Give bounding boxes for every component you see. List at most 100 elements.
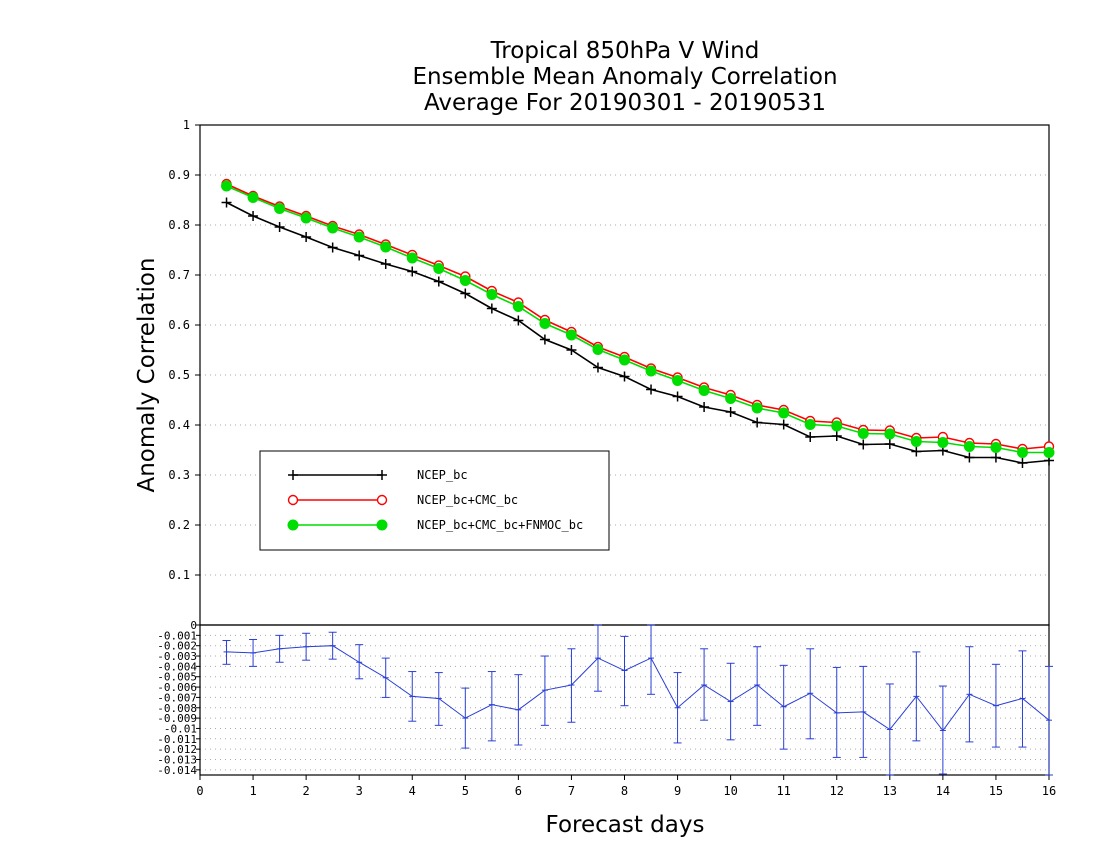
error-bar	[647, 624, 656, 695]
error-bar	[567, 648, 576, 723]
error-bar	[302, 632, 311, 661]
ncep-bc-line	[226, 201, 1050, 464]
ncep-bc-point	[407, 266, 418, 277]
chart-title: Tropical 850hPa V Wind Ensemble Mean Ano…	[412, 38, 837, 116]
error-bar	[408, 671, 417, 722]
ncep-cmc-fnmoc-series	[221, 180, 1055, 458]
legend: NCEP_bc NCEP_bc+CMC_bc NCEP_bc+CMC_bc+FNMO…	[259, 450, 610, 551]
ncep-bc-point	[301, 232, 312, 242]
sub-y-tick-label: -0.01	[164, 722, 197, 735]
ncep-cmc-fnmoc-point	[831, 420, 843, 432]
difference-line	[226, 645, 1050, 732]
error-bar	[593, 624, 602, 692]
ncep-bc-point	[699, 402, 710, 412]
ncep-cmc-fnmoc-point	[698, 385, 710, 396]
x-tick-label: 7	[568, 784, 575, 798]
error-bar	[832, 666, 841, 758]
ncep-cmc-fnmoc-point	[937, 437, 949, 448]
ncep-cmc-fnmoc-point	[512, 301, 524, 312]
ncep-cmc-fnmoc-point	[274, 203, 286, 214]
ncep-cmc-fnmoc-point	[725, 393, 737, 404]
error-bar	[328, 631, 337, 660]
ncep-bc-point	[964, 452, 975, 463]
error-bar	[673, 672, 682, 744]
error-bar	[620, 635, 629, 707]
ncep-bc-point	[884, 439, 895, 449]
ncep-cmc-fnmoc-point	[884, 428, 896, 440]
sub-y-tick-label: -0.008	[157, 702, 197, 715]
y-tick-label: 0.9	[168, 168, 190, 182]
legend-label: NCEP_bc+CMC_bc	[417, 493, 518, 507]
error-bar	[726, 662, 735, 741]
ncep-bc-point	[327, 242, 338, 253]
x-tick-label: 6	[515, 784, 522, 798]
x-tick-label: 16	[1042, 784, 1056, 798]
error-bar	[885, 683, 894, 776]
ncep-cmc-fnmoc-point	[539, 318, 551, 329]
ncep-cmc-fnmoc-point	[592, 344, 604, 355]
legend-item-ncep-cmc-fnmoc: NCEP_bc+CMC_bc+FNMOC_bc	[287, 518, 583, 532]
error-bar	[753, 646, 762, 726]
ncep-cmc-fnmoc-point	[406, 252, 418, 264]
error-bar	[461, 687, 470, 749]
ncep-bc-point	[380, 259, 391, 269]
x-axis: 0 1 2 3 4 5 6 7 8 9 10 11 12 13 14 15 16	[196, 775, 1056, 798]
ncep-cmc-fnmoc-point	[247, 192, 259, 203]
ncep-bc-point	[778, 419, 789, 430]
ncep-cmc-fnmoc-point	[778, 407, 790, 419]
ncep-cmc-fnmoc-point	[1043, 447, 1055, 458]
sub-y-tick-label: -0.002	[157, 640, 197, 653]
sub-y-tick-label: -0.004	[157, 660, 197, 673]
ncep-bc-point	[460, 288, 471, 299]
error-bar	[487, 671, 496, 742]
error-bar	[700, 648, 709, 721]
error-bar	[540, 655, 549, 726]
correlation-series	[221, 178, 1055, 468]
sub-y-tick-label: -0.014	[157, 764, 197, 777]
sub-y-tick-label: -0.007	[157, 691, 197, 704]
ncep-bc-point	[566, 345, 577, 355]
ncep-bc-point	[592, 362, 603, 373]
x-tick-label: 8	[621, 784, 628, 798]
ncep-bc-point	[805, 432, 816, 442]
ncep-bc-point	[433, 276, 444, 287]
chart-title-line-3: Average For 20190301 - 20190531	[424, 90, 826, 116]
y-tick-label: 0.1	[168, 568, 190, 582]
ncep-cmc-fnmoc-point	[486, 289, 498, 300]
error-bar	[1018, 650, 1027, 748]
ncep-bc-series	[221, 197, 1054, 468]
ncep-cmc-line	[226, 183, 1050, 450]
ncep-bc-point	[911, 446, 922, 457]
error-bar	[859, 665, 868, 758]
y-tick-label: 0.2	[168, 518, 190, 532]
ncep-cmc-fnmoc-point	[300, 212, 312, 224]
sub-y-tick-label: -0.005	[157, 671, 197, 684]
legend-ncep-cmc-fnmoc-point	[376, 519, 388, 531]
difference-series	[222, 624, 1053, 776]
difference-y-axis: 0-0.001-0.002-0.003-0.004-0.005-0.006-0.…	[157, 619, 200, 777]
y-tick-label: 0.7	[168, 268, 190, 282]
ncep-bc-point	[1017, 458, 1028, 468]
ncep-bc-point	[646, 384, 657, 395]
error-bar	[381, 657, 390, 698]
x-tick-label: 5	[462, 784, 469, 798]
error-bar	[912, 651, 921, 742]
x-tick-label: 10	[723, 784, 737, 798]
ncep-bc-point	[513, 315, 524, 326]
ncep-bc-point	[539, 334, 550, 345]
sub-y-tick-label: -0.006	[157, 681, 197, 694]
main-y-axis: 0.1 0.2 0.3 0.4 0.5 0.6 0.7 0.8 0.9 1	[168, 118, 200, 582]
error-bar	[434, 672, 443, 726]
sub-y-tick-label: 0	[190, 619, 197, 632]
x-tick-label: 2	[303, 784, 310, 798]
legend-ncep-cmc-point	[287, 494, 299, 506]
error-bar	[1045, 665, 1053, 776]
chart-title-line-1: Tropical 850hPa V Wind	[490, 38, 760, 64]
ncep-cmc-fnmoc-point	[751, 402, 763, 414]
ncep-cmc-fnmoc-point	[459, 275, 471, 286]
ncep-cmc-fnmoc-point	[910, 436, 922, 447]
error-bar	[355, 644, 364, 680]
ncep-bc-point	[725, 407, 736, 417]
legend-label: NCEP_bc+CMC_bc+FNMOC_bc	[417, 518, 583, 532]
